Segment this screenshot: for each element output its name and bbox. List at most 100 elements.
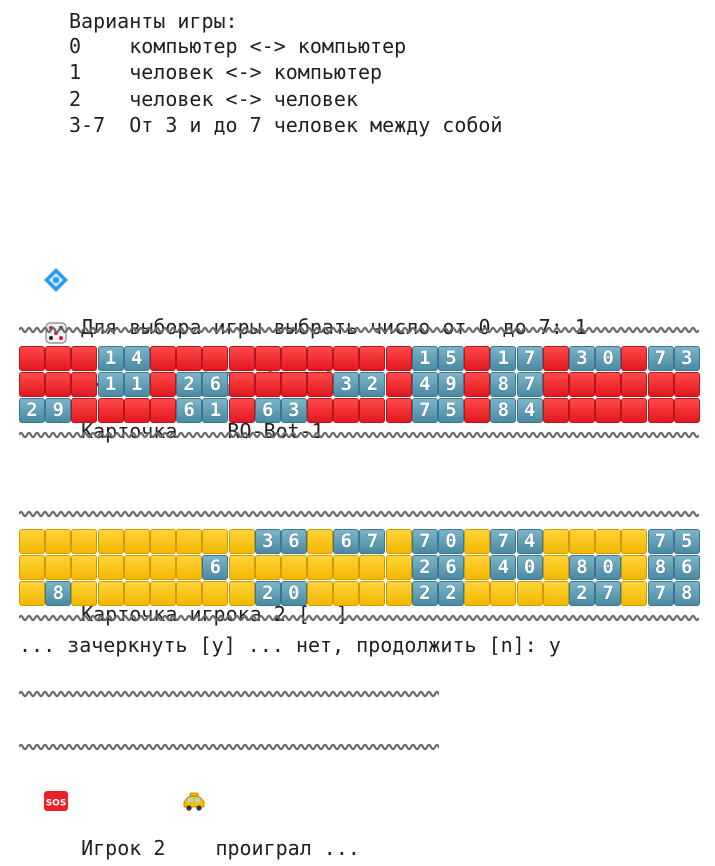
number-digit: 7 (654, 582, 667, 604)
number-digit: 7 (497, 530, 510, 552)
yellow-square-cell (333, 555, 360, 580)
dice-icon (43, 268, 69, 344)
number-digit: 5 (445, 347, 457, 369)
yellow-square-cell (359, 555, 386, 580)
number-cell: 7 (647, 581, 674, 606)
red-square-cell (228, 372, 255, 397)
red-square-cell (385, 372, 412, 397)
number-digit: 6 (445, 556, 457, 578)
red-square-cell (149, 398, 176, 423)
number-digit: 6 (209, 556, 222, 578)
red-square-cell (673, 398, 700, 423)
red-square-cell (333, 398, 360, 423)
number-cell: 8 (45, 581, 72, 606)
yellow-square-cell (97, 555, 124, 580)
number-cell: 7 (411, 529, 438, 554)
yellow-square-cell (542, 555, 569, 580)
number-cell: 7 (516, 372, 543, 397)
number-cell: 4 (516, 529, 543, 554)
number-cell: 0 (280, 581, 307, 606)
number-cell: 2 (19, 398, 45, 423)
svg-text:SOS: SOS (46, 799, 67, 809)
number-cell: 3 (568, 346, 595, 371)
red-square-cell (19, 372, 45, 397)
red-square-cell (123, 398, 150, 423)
number-digit: 2 (26, 399, 38, 421)
divider (19, 742, 439, 752)
red-square-cell (149, 346, 176, 371)
number-digit: 4 (523, 399, 536, 421)
red-square-cell (280, 346, 307, 371)
number-digit: 0 (288, 582, 300, 604)
card1-header: Карточка RO-Bot-1 (19, 293, 324, 443)
number-digit: 8 (52, 582, 64, 604)
number-cell: 7 (647, 529, 674, 554)
number-digit: 6 (183, 399, 195, 421)
yellow-square-cell (228, 529, 255, 554)
number-digit: 8 (497, 399, 510, 421)
yellow-square-cell (621, 529, 648, 554)
red-square-cell (45, 346, 72, 371)
number-digit: 0 (602, 556, 614, 578)
yellow-square-cell (307, 529, 334, 554)
number-digit: 3 (680, 347, 693, 369)
number-cell: 4 (411, 372, 438, 397)
number-cell: 2 (568, 581, 595, 606)
yellow-square-cell (97, 581, 124, 606)
number-cell: 5 (438, 346, 464, 371)
yellow-square-cell (123, 529, 150, 554)
number-cell: 0 (516, 555, 543, 580)
number-cell: 6 (333, 529, 360, 554)
red-square-cell (464, 346, 491, 371)
wavy-line (19, 431, 699, 439)
number-cell: 6 (202, 555, 229, 580)
red-square-cell (621, 398, 648, 423)
divider (19, 689, 439, 699)
yellow-square-cell (149, 581, 176, 606)
red-square-cell (71, 372, 98, 397)
number-cell: 6 (176, 398, 203, 423)
yellow-square-cell (123, 555, 150, 580)
divider (19, 509, 699, 519)
number-digit: 2 (183, 373, 195, 395)
red-square-cell (673, 372, 700, 397)
number-digit: 0 (445, 530, 457, 552)
red-square-cell (280, 372, 307, 397)
number-cell: 7 (359, 529, 386, 554)
game-choice-prompt: Для выбора игры выбрать число от 0 до 7:… (19, 189, 587, 339)
yellow-square-cell (464, 529, 491, 554)
menu-option-0: 0 компьютер <-> компьютер (69, 34, 407, 58)
number-cell: 2 (411, 555, 438, 580)
yellow-square-cell (19, 581, 45, 606)
number-cell: 9 (45, 398, 72, 423)
yellow-square-cell (464, 555, 491, 580)
red-square-cell (202, 346, 229, 371)
yellow-square-cell (307, 581, 334, 606)
number-digit: 2 (576, 582, 588, 604)
number-digit: 0 (602, 347, 614, 369)
number-cell: 6 (673, 555, 700, 580)
red-square-cell (254, 346, 281, 371)
yellow-square-cell (45, 555, 72, 580)
red-square-cell (359, 346, 386, 371)
number-digit: 6 (261, 399, 274, 421)
yellow-square-cell (71, 529, 98, 554)
red-square-cell (307, 346, 334, 371)
wavy-line (19, 690, 439, 698)
number-cell: 1 (97, 346, 124, 371)
red-square-cell (542, 398, 569, 423)
yellow-square-cell (71, 555, 98, 580)
number-digit: 3 (288, 399, 300, 421)
number-cell: 1 (202, 398, 229, 423)
red-square-cell (464, 398, 491, 423)
number-cell: 6 (438, 555, 464, 580)
red-square-cell (621, 372, 648, 397)
number-cell: 0 (595, 555, 622, 580)
yellow-square-cell (385, 581, 412, 606)
number-cell: 7 (595, 581, 622, 606)
number-cell: 7 (647, 346, 674, 371)
